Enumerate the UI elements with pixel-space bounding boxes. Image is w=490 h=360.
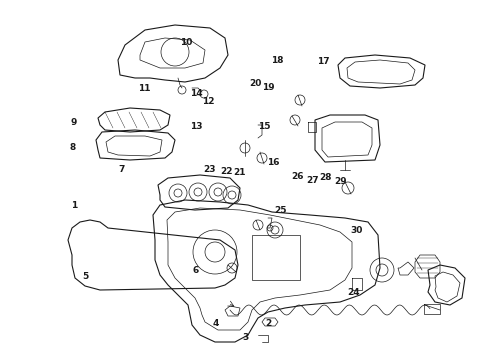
Text: 20: 20: [249, 79, 262, 88]
Text: 2: 2: [266, 319, 271, 328]
Text: 24: 24: [347, 288, 360, 297]
Text: 25: 25: [274, 206, 287, 215]
Text: 21: 21: [233, 168, 245, 177]
Text: 7: 7: [118, 165, 125, 174]
Text: 1: 1: [72, 201, 77, 210]
Text: 9: 9: [70, 118, 77, 127]
Text: 26: 26: [292, 172, 304, 181]
Text: 6: 6: [193, 266, 199, 275]
Text: 23: 23: [203, 166, 216, 175]
Text: 10: 10: [180, 38, 193, 47]
Text: 4: 4: [212, 319, 219, 328]
Text: 8: 8: [70, 143, 75, 152]
Text: 5: 5: [83, 272, 89, 281]
Text: 13: 13: [190, 122, 202, 131]
Text: 19: 19: [262, 83, 275, 92]
Text: 15: 15: [258, 122, 271, 131]
Text: 28: 28: [319, 173, 332, 182]
Text: 11: 11: [138, 84, 151, 93]
Text: 22: 22: [220, 166, 233, 176]
Text: 17: 17: [317, 58, 330, 67]
Text: 29: 29: [334, 177, 347, 186]
Text: 14: 14: [190, 89, 202, 98]
Text: 16: 16: [267, 158, 280, 167]
Text: 30: 30: [350, 226, 363, 235]
Text: 12: 12: [202, 97, 215, 106]
Text: 27: 27: [306, 176, 319, 185]
Text: 3: 3: [242, 333, 248, 342]
Text: 18: 18: [270, 56, 283, 65]
